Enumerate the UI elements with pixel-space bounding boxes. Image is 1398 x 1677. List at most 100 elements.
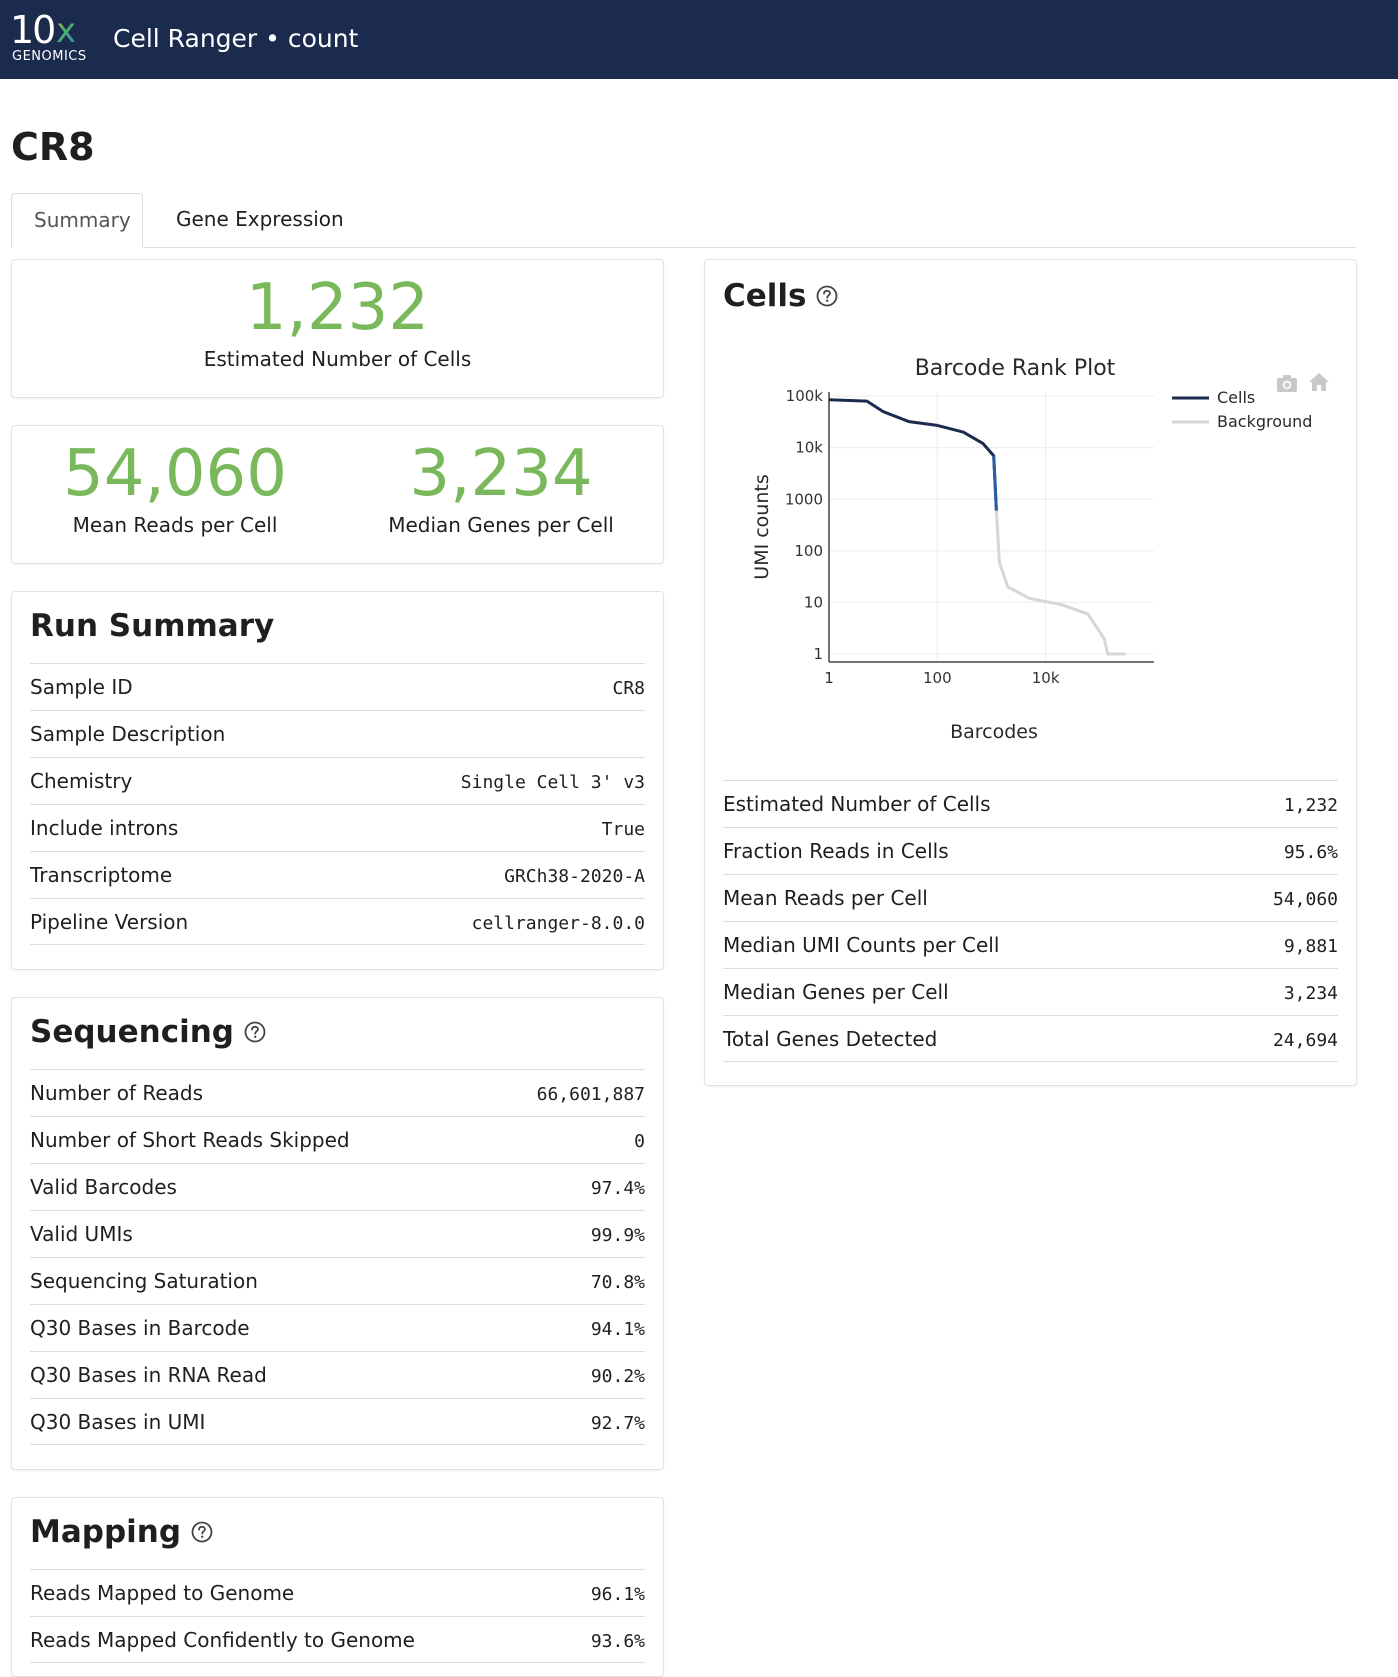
y-tick-label: 1000 <box>785 490 823 508</box>
logo-subtitle: GENOMICS <box>12 49 87 64</box>
table-row: Chemistry Single Cell 3' v3 <box>30 757 645 804</box>
y-tick-label: 10 <box>804 593 823 611</box>
row-key: Valid UMIs <box>30 1222 133 1246</box>
cells-heading-text: Cells <box>723 278 807 314</box>
sequencing-heading: Sequencing <box>30 1012 266 1052</box>
row-key: Median UMI Counts per Cell <box>723 933 1000 957</box>
row-value: Single Cell 3' v3 <box>460 772 645 793</box>
x-tick-label: 100 <box>923 669 952 687</box>
run-summary-heading: Run Summary <box>30 608 275 644</box>
row-key: Transcriptome <box>30 863 173 887</box>
row-value: 1,232 <box>1283 795 1338 816</box>
table-row: Median UMI Counts per Cell 9,881 <box>723 921 1338 968</box>
row-value: 92.7% <box>590 1413 645 1434</box>
home-icon[interactable] <box>1308 372 1330 392</box>
help-icon[interactable] <box>816 285 838 307</box>
row-value: 97.4% <box>590 1178 645 1199</box>
barcode-rank-plot[interactable]: 100k 10k 1000 100 10 11 100 10k Barcodes UMI coun… <box>740 380 1340 760</box>
row-value: 96.1% <box>590 1584 645 1605</box>
reads-genes-card: 54,060 Mean Reads per Cell 3,234 Median … <box>11 425 664 564</box>
mean-reads-label: Mean Reads per Cell <box>72 513 278 537</box>
table-row: Fraction Reads in Cells 95.6% <box>723 827 1338 874</box>
table-row: Q30 Bases in Barcode 94.1% <box>30 1304 645 1351</box>
row-key: Chemistry <box>30 769 133 793</box>
cells-card: Cells Estimated Number of Cells 1,232 Fra… <box>704 259 1357 1086</box>
row-key: Number of Reads <box>30 1081 204 1105</box>
row-key: Reads Mapped Confidently to Genome <box>30 1628 415 1652</box>
row-key: Mean Reads per Cell <box>723 886 928 910</box>
help-icon[interactable] <box>244 1021 266 1043</box>
row-value: 0 <box>634 1131 645 1152</box>
row-key: Q30 Bases in Barcode <box>30 1316 250 1340</box>
table-row: Median Genes per Cell 3,234 <box>723 968 1338 1015</box>
run-summary-card: Run Summary Sample ID CR8 Sample Descript… <box>11 591 664 970</box>
chart-grid <box>828 392 1154 662</box>
legend-label[interactable]: Cells <box>1217 388 1255 407</box>
row-value: 54,060 <box>1272 889 1338 910</box>
help-icon[interactable] <box>191 1521 213 1543</box>
sequencing-heading-text: Sequencing <box>30 1014 234 1050</box>
row-value: GRCh38-2020-A <box>504 866 645 887</box>
sequencing-card: Sequencing Number of Reads 66,601,887 Num… <box>11 997 664 1470</box>
mapping-heading: Mapping <box>30 1512 213 1552</box>
row-value: 9,881 <box>1283 936 1338 957</box>
tab-summary[interactable]: Summary <box>11 193 143 248</box>
y-tick-label: 10k <box>795 439 823 457</box>
row-key: Q30 Bases in UMI <box>30 1410 206 1434</box>
row-key: Q30 Bases in RNA Read <box>30 1363 267 1387</box>
top-navigation-bar: 10 x GENOMICS Cell Ranger • count <box>0 0 1398 79</box>
table-row: Sequencing Saturation 70.8% <box>30 1257 645 1304</box>
row-value: cellranger-8.0.0 <box>471 913 645 934</box>
cells-table: Estimated Number of Cells 1,232 Fraction … <box>723 780 1338 1062</box>
table-row: Transcriptome GRCh38-2020-A <box>30 851 645 898</box>
table-row: Number of Short Reads Skipped 0 <box>30 1116 645 1163</box>
series-line-cells <box>828 398 998 511</box>
row-value: CR8 <box>612 678 645 699</box>
table-row: Number of Reads 66,601,887 <box>30 1069 645 1116</box>
row-key: Include introns <box>30 816 179 840</box>
y-axis-title: UMI counts <box>751 474 773 579</box>
row-key: Number of Short Reads Skipped <box>30 1128 350 1152</box>
series-line-background <box>994 510 1126 656</box>
sequencing-table: Number of Reads 66,601,887 Number of Shor… <box>30 1069 645 1445</box>
legend-label[interactable]: Background <box>1217 412 1312 431</box>
row-key: Fraction Reads in Cells <box>723 839 949 863</box>
mapping-table: Reads Mapped to Genome 96.1% Reads Mapped… <box>30 1569 645 1663</box>
x-axis-title: Barcodes <box>950 721 1038 743</box>
median-genes-value: 3,234 <box>409 437 593 511</box>
x-tick-label: 1 <box>824 669 834 687</box>
row-key: Estimated Number of Cells <box>723 792 991 816</box>
camera-icon[interactable] <box>1276 373 1298 393</box>
logo-number: 10 <box>10 8 56 52</box>
table-row: Valid UMIs 99.9% <box>30 1210 645 1257</box>
table-row: Q30 Bases in UMI 92.7% <box>30 1398 645 1445</box>
row-value: 93.6% <box>590 1631 645 1652</box>
table-row: Q30 Bases in RNA Read 90.2% <box>30 1351 645 1398</box>
table-row: Total Genes Detected 24,694 <box>723 1015 1338 1062</box>
row-value: 95.6% <box>1283 842 1338 863</box>
table-row: Pipeline Version cellranger-8.0.0 <box>30 898 645 945</box>
tab-gene-expression[interactable]: Gene Expression <box>176 207 344 231</box>
row-key: Median Genes per Cell <box>723 980 949 1004</box>
chart-legend[interactable]: Cells Background <box>1172 388 1312 431</box>
row-key: Valid Barcodes <box>30 1175 177 1199</box>
table-row: Mean Reads per Cell 54,060 <box>723 874 1338 921</box>
tab-bar: Summary Gene Expression <box>11 193 1356 248</box>
cells-heading: Cells <box>723 276 838 316</box>
row-key: Total Genes Detected <box>723 1027 938 1051</box>
row-key: Sample Description <box>30 722 226 746</box>
sample-title: CR8 <box>11 125 95 169</box>
row-value: True <box>601 819 645 840</box>
y-tick-label: 1 <box>813 645 823 663</box>
10x-genomics-logo[interactable]: 10 x GENOMICS <box>10 9 90 67</box>
x-tick-label: 10k <box>1032 669 1060 687</box>
chart-axes: 100k 10k 1000 100 10 11 100 10k Barcodes UMI coun… <box>751 387 1154 743</box>
table-row: Estimated Number of Cells 1,232 <box>723 780 1338 827</box>
row-key: Pipeline Version <box>30 910 189 934</box>
row-key: Sequencing Saturation <box>30 1269 258 1293</box>
row-value: 70.8% <box>590 1272 645 1293</box>
median-genes-label: Median Genes per Cell <box>388 513 614 537</box>
mapping-card: Mapping Reads Mapped to Genome 96.1% Read… <box>11 1497 664 1677</box>
mapping-heading-text: Mapping <box>30 1514 182 1550</box>
app-title: Cell Ranger • count <box>113 24 359 53</box>
